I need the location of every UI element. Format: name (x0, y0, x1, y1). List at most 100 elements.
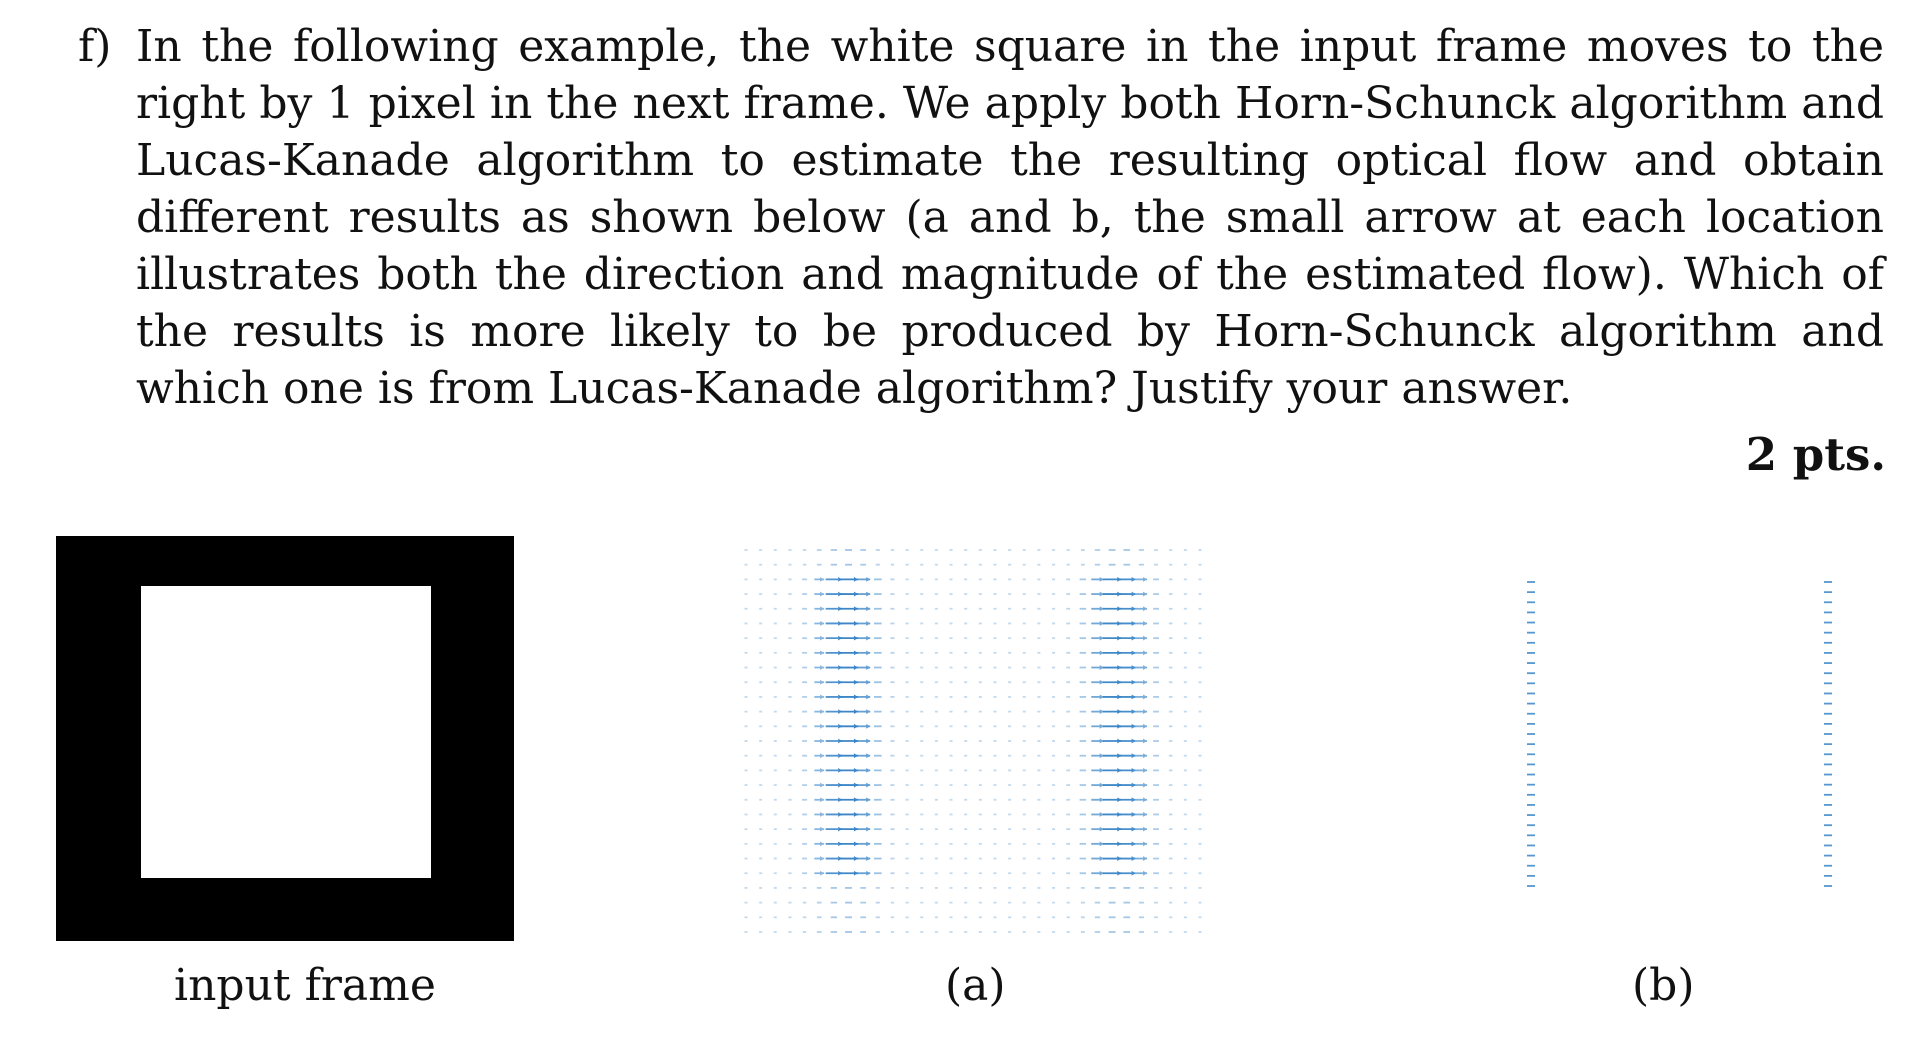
flow-arrow-a (856, 870, 871, 876)
flow-arrow-a (839, 606, 858, 612)
flow-arrow-a (1091, 665, 1104, 670)
flow-arrow-a (814, 591, 825, 597)
flow-arrow-a (856, 709, 871, 715)
flow-arrow-a (839, 679, 858, 685)
flow-arrow-a (1117, 812, 1136, 817)
flow-arrow-a (839, 767, 858, 773)
flow-arrow-a (1091, 621, 1104, 626)
flow-arrow-a (856, 723, 871, 729)
flow-arrow-a (814, 679, 825, 685)
flow-arrow-a (814, 635, 825, 641)
white-square (141, 586, 431, 878)
flow-arrow-a (1117, 797, 1136, 803)
flow-arrow-a (1135, 812, 1148, 817)
flow-arrow-a (839, 709, 858, 715)
flow-arrow-a (856, 856, 871, 861)
flow-arrow-a (839, 665, 858, 670)
flow-arrow-a (1117, 767, 1136, 773)
flow-arrow-a (814, 694, 825, 700)
flow-arrow-a (814, 797, 825, 803)
flow-arrow-a (856, 826, 871, 832)
input-frame-image (56, 536, 514, 941)
flow-arrow-a (1091, 635, 1104, 641)
flow-arrow-a (839, 797, 858, 803)
flow-arrow-a (1091, 723, 1104, 729)
flow-arrow-a (839, 753, 858, 759)
flow-arrow-a (856, 797, 871, 803)
flow-arrow-a (1091, 694, 1104, 700)
flow-arrow-a (856, 767, 871, 773)
flow-arrow-a (814, 870, 825, 876)
flow-arrow-a (814, 606, 825, 612)
flow-arrow-a (1117, 576, 1136, 582)
flow-arrow-a (1135, 650, 1148, 656)
flow-arrow-a (814, 856, 825, 861)
points-value: 2 pts. (1745, 428, 1886, 481)
flow-arrow-a (814, 782, 825, 788)
flow-arrow-a (814, 709, 825, 715)
flow-arrow-a (1135, 797, 1148, 803)
flow-arrow-a (1117, 753, 1136, 759)
flow-arrow-a (1091, 767, 1104, 773)
flow-arrow-a (856, 841, 871, 847)
flow-arrow-a (1117, 621, 1136, 626)
flow-arrow-a (1091, 782, 1104, 788)
flow-arrow-a (1117, 709, 1136, 715)
flow-arrow-a (1117, 591, 1136, 597)
flow-arrow-a (856, 679, 871, 685)
flow-arrow-a (1135, 635, 1148, 641)
flow-arrow-a (1091, 856, 1104, 861)
flow-arrow-a (1117, 665, 1136, 670)
flow-arrow-a (839, 782, 858, 788)
flow-arrow-a (814, 621, 825, 626)
flow-arrow-a (814, 826, 825, 832)
flow-arrow-a (814, 812, 825, 817)
flow-arrow-a (814, 723, 825, 729)
flow-arrow-a (814, 576, 825, 582)
flow-arrow-a (1117, 738, 1136, 744)
flow-arrow-a (1117, 841, 1136, 847)
flow-arrow-a (1135, 709, 1148, 715)
flow-arrow-a (839, 856, 858, 861)
flow-arrow-a (1135, 576, 1148, 582)
flow-arrow-a (856, 621, 871, 626)
flow-arrow-a (814, 767, 825, 773)
flow-arrow-a (839, 870, 858, 876)
flow-arrow-a (856, 606, 871, 612)
flow-arrow-a (856, 635, 871, 641)
flow-arrow-a (1135, 694, 1148, 700)
flow-arrow-a (1117, 782, 1136, 788)
flow-arrow-a (1091, 870, 1104, 876)
flow-arrow-a (1091, 753, 1104, 759)
flow-arrow-a (1135, 856, 1148, 861)
flow-arrow-a (814, 841, 825, 847)
flow-arrow-a (839, 812, 858, 817)
flow-arrow-a (1091, 738, 1104, 744)
caption-a: (a) (945, 960, 1006, 1011)
question-label: f) (78, 21, 112, 72)
flow-arrow-a (856, 782, 871, 788)
flow-arrow-a (814, 665, 825, 670)
flow-arrow-a (1135, 738, 1148, 744)
flow-arrow-a (1091, 841, 1104, 847)
flow-arrow-a (856, 812, 871, 817)
flow-arrow-a (1091, 812, 1104, 817)
flow-arrow-a (1135, 665, 1148, 670)
flow-arrow-a (839, 591, 858, 597)
input-frame-caption: input frame (174, 960, 436, 1011)
flow-arrow-a (1135, 841, 1148, 847)
flow-arrow-a (839, 650, 858, 656)
flow-arrow-a (1091, 606, 1104, 612)
flow-arrow-a (1117, 679, 1136, 685)
flow-arrow-a (839, 841, 858, 847)
flow-arrow-a (1091, 797, 1104, 803)
flow-arrow-a (1135, 679, 1148, 685)
flow-arrow-a (839, 826, 858, 832)
flow-arrow-a (1117, 650, 1136, 656)
flow-arrow-a (1135, 591, 1148, 597)
flow-arrow-a (856, 650, 871, 656)
flow-arrow-a (856, 738, 871, 744)
question-text: In the following example, the white squa… (136, 21, 1884, 414)
flow-arrow-a (1135, 767, 1148, 773)
flow-arrow-a (1135, 606, 1148, 612)
